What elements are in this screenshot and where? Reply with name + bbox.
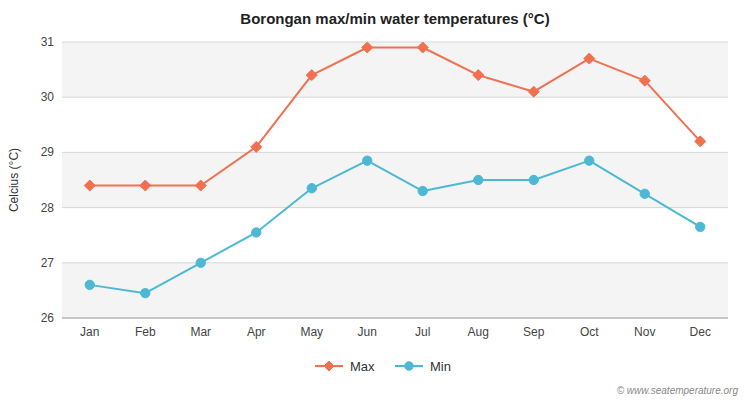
x-tick-label: Nov [634, 325, 655, 339]
x-tick-label: Aug [468, 325, 489, 339]
y-tick-label: 31 [41, 35, 55, 49]
x-axis-line [62, 317, 728, 319]
band [62, 42, 728, 97]
grid-line [62, 262, 728, 263]
x-tick-label: May [300, 325, 323, 339]
x-tick-label: Jul [415, 325, 430, 339]
x-tick-label: Sep [523, 325, 545, 339]
x-tick-label: Jan [80, 325, 99, 339]
point [306, 70, 317, 81]
point [695, 136, 706, 147]
x-axis: Jan Feb Mar Apr May Jun Jul Aug Sep Oct Nov Dec [80, 325, 711, 339]
point [417, 42, 428, 53]
x-tick-label: Apr [247, 325, 266, 339]
point [363, 156, 372, 165]
y-axis-label: Celcius (°C) [7, 148, 21, 212]
point [252, 228, 261, 237]
series [85, 156, 705, 298]
point [196, 258, 205, 267]
y-tick-label: 30 [41, 90, 55, 104]
point [584, 53, 595, 64]
grid-line [62, 318, 728, 319]
watermark: © www.seatemperature.org [617, 385, 739, 396]
point [696, 222, 705, 231]
legend-label: Min [430, 359, 451, 374]
band [62, 152, 728, 207]
point [307, 184, 316, 193]
legend-marker [405, 362, 414, 371]
legend-label: Max [350, 359, 375, 374]
grid-line [62, 97, 728, 98]
grid-line [62, 152, 728, 153]
point [418, 186, 427, 195]
bands [62, 42, 728, 318]
point [640, 189, 649, 198]
line [90, 161, 701, 293]
legend-marker [324, 361, 334, 371]
y-tick-label: 26 [41, 311, 55, 325]
point [585, 156, 594, 165]
legend: Max Min [315, 359, 451, 374]
point [528, 86, 539, 97]
point [474, 175, 483, 184]
line [90, 48, 701, 186]
point [251, 141, 262, 152]
point [140, 180, 151, 191]
chart: 26 27 28 29 30 31 Jan Feb Mar Apr May Jun Jul Aug Sep O… [0, 0, 750, 400]
point [195, 180, 206, 191]
band [62, 263, 728, 318]
x-tick-label: Oct [580, 325, 599, 339]
point [529, 175, 538, 184]
y-axis: 26 27 28 29 30 31 [41, 35, 728, 325]
band [62, 208, 728, 263]
grid-line [62, 207, 728, 208]
point [639, 75, 650, 86]
x-tick-label: Dec [690, 325, 711, 339]
point [362, 42, 373, 53]
grid-line [62, 42, 728, 43]
title: Borongan max/min water temperatures (°C) [240, 10, 549, 27]
point [84, 180, 95, 191]
y-tick-label: 27 [41, 256, 55, 270]
point [473, 70, 484, 81]
x-tick-label: Mar [190, 325, 211, 339]
series [84, 42, 706, 191]
plot-area [84, 42, 706, 298]
y-tick-label: 29 [41, 145, 55, 159]
y-tick-label: 28 [41, 201, 55, 215]
band [62, 97, 728, 152]
x-tick-label: Feb [135, 325, 156, 339]
x-tick-label: Jun [358, 325, 377, 339]
point [141, 288, 150, 297]
point [85, 280, 94, 289]
